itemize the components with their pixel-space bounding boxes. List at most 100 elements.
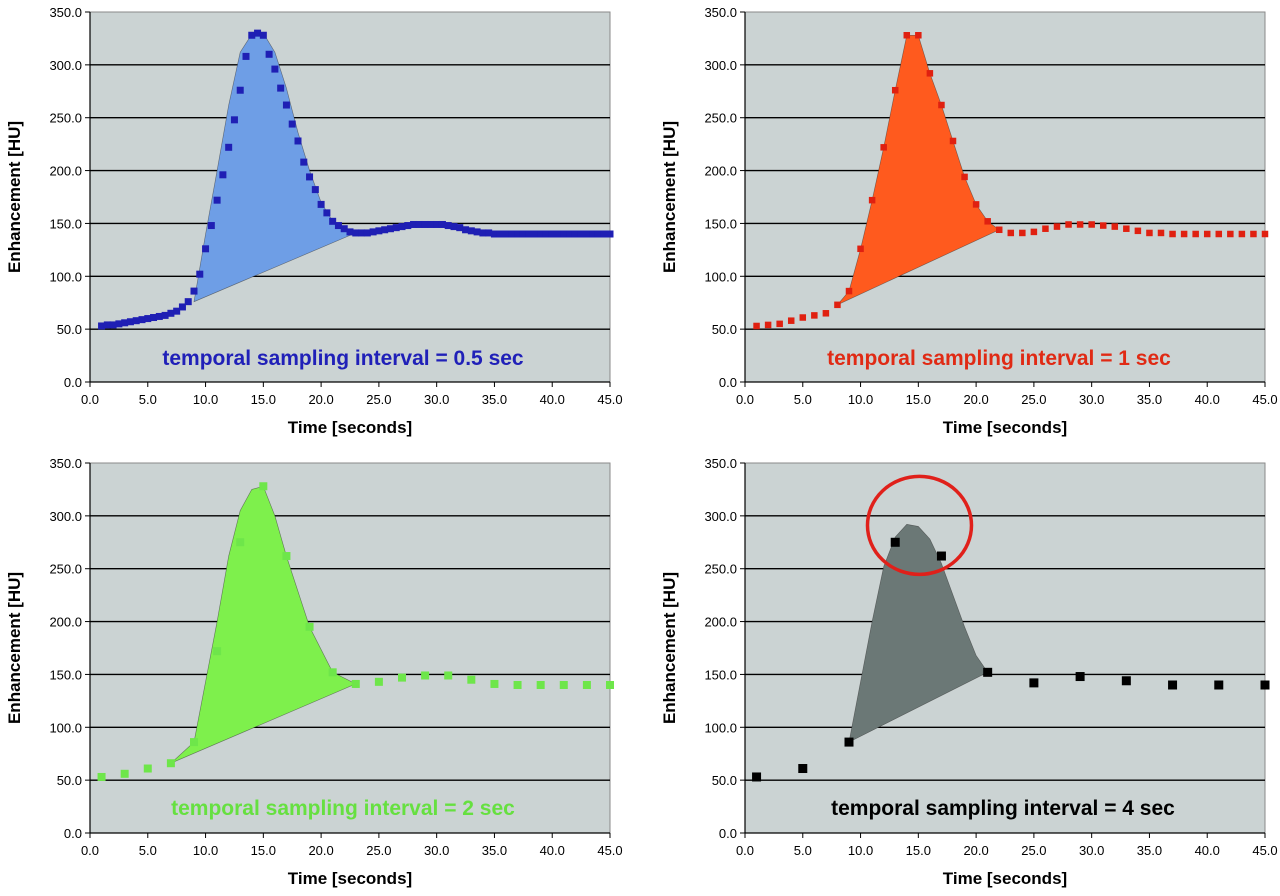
data-point (1121, 676, 1131, 686)
data-point (1065, 221, 1072, 228)
data-point (334, 222, 342, 230)
y-tick-label: 100.0 (49, 720, 82, 735)
data-point (381, 226, 389, 234)
data-point (421, 671, 430, 680)
data-point (542, 230, 550, 238)
data-point (202, 245, 210, 253)
y-tick-label: 300.0 (49, 58, 82, 73)
data-point (915, 32, 922, 39)
data-point (155, 312, 163, 320)
data-point (306, 173, 314, 181)
data-point (398, 673, 406, 682)
data-point (926, 70, 934, 77)
data-point (1111, 223, 1119, 230)
data-point (144, 315, 152, 323)
data-point (277, 84, 285, 92)
x-tick-label: 5.0 (139, 843, 157, 858)
data-point (178, 303, 186, 311)
data-point (213, 647, 222, 656)
data-point (404, 222, 412, 230)
y-tick-label: 100.0 (49, 269, 82, 284)
x-tick-label: 30.0 (424, 843, 449, 858)
data-point (880, 144, 887, 151)
data-point (799, 314, 807, 321)
data-point (363, 229, 371, 237)
data-point (196, 270, 204, 278)
data-point (126, 318, 134, 326)
data-point (467, 675, 476, 684)
data-point (834, 301, 841, 309)
y-tick-label: 50.0 (712, 322, 737, 337)
data-point (375, 227, 383, 235)
data-point (248, 31, 256, 39)
data-point (346, 228, 354, 236)
data-point (949, 137, 957, 145)
y-tick-label: 0.0 (719, 375, 737, 390)
data-point (1123, 225, 1130, 232)
data-point (798, 764, 808, 774)
x-tick-label: 40.0 (1195, 392, 1220, 407)
x-tick-label: 10.0 (848, 392, 873, 407)
x-tick-label: 15.0 (906, 843, 931, 858)
data-point (1261, 230, 1269, 238)
data-point (606, 230, 614, 238)
data-point (1203, 230, 1211, 238)
y-tick-label: 300.0 (704, 58, 737, 73)
data-point (271, 65, 279, 73)
x-tick-label: 15.0 (251, 843, 276, 858)
y-tick-label: 200.0 (49, 164, 82, 179)
sampling-interval-annotation: temporal sampling interval = 0.5 sec (162, 347, 524, 370)
data-point (560, 230, 568, 238)
plot-area (744, 11, 1266, 383)
data-point (589, 230, 597, 238)
y-axis-title: Enhancement [HU] (660, 121, 679, 273)
data-point (519, 230, 527, 238)
data-point (433, 220, 441, 228)
data-point (340, 225, 348, 233)
y-tick-label: 200.0 (704, 164, 737, 179)
x-tick-label: 5.0 (139, 392, 157, 407)
data-point (305, 622, 314, 631)
first-pass-area (837, 34, 1000, 306)
data-point (236, 86, 244, 94)
data-point (811, 312, 818, 319)
y-tick-label: 100.0 (704, 720, 737, 735)
data-point (787, 317, 795, 324)
x-axis-title: Time [seconds] (288, 418, 412, 437)
data-point (984, 218, 991, 225)
y-tick-label: 350.0 (49, 456, 82, 471)
y-tick-label: 300.0 (704, 509, 737, 524)
data-point (282, 101, 290, 109)
data-point (265, 50, 273, 58)
data-point (936, 551, 946, 561)
y-tick-label: 200.0 (49, 615, 82, 630)
data-point (502, 230, 510, 238)
data-point (582, 681, 591, 689)
x-tick-label: 30.0 (1079, 843, 1104, 858)
data-point (531, 230, 539, 238)
y-tick-label: 50.0 (57, 773, 82, 788)
y-tick-label: 50.0 (57, 322, 82, 337)
data-point (1146, 229, 1153, 237)
data-point (1157, 229, 1165, 237)
data-point (1134, 227, 1142, 235)
x-tick-label: 20.0 (963, 392, 988, 407)
x-tick-label: 35.0 (482, 392, 507, 407)
y-tick-label: 150.0 (49, 216, 82, 231)
data-point (566, 230, 574, 238)
data-point (386, 225, 394, 233)
data-point (317, 200, 325, 208)
x-tick-label: 0.0 (736, 392, 754, 407)
data-point (294, 137, 302, 145)
data-point (938, 101, 945, 109)
x-tick-label: 30.0 (1079, 392, 1104, 407)
data-point (536, 681, 545, 689)
peak-highlight-circle (865, 474, 974, 577)
data-point (98, 322, 106, 330)
y-tick-label: 0.0 (64, 375, 82, 390)
x-tick-label: 10.0 (848, 843, 873, 858)
data-point (845, 287, 853, 295)
data-point (184, 298, 192, 306)
data-point (143, 764, 152, 773)
data-point (844, 737, 854, 747)
